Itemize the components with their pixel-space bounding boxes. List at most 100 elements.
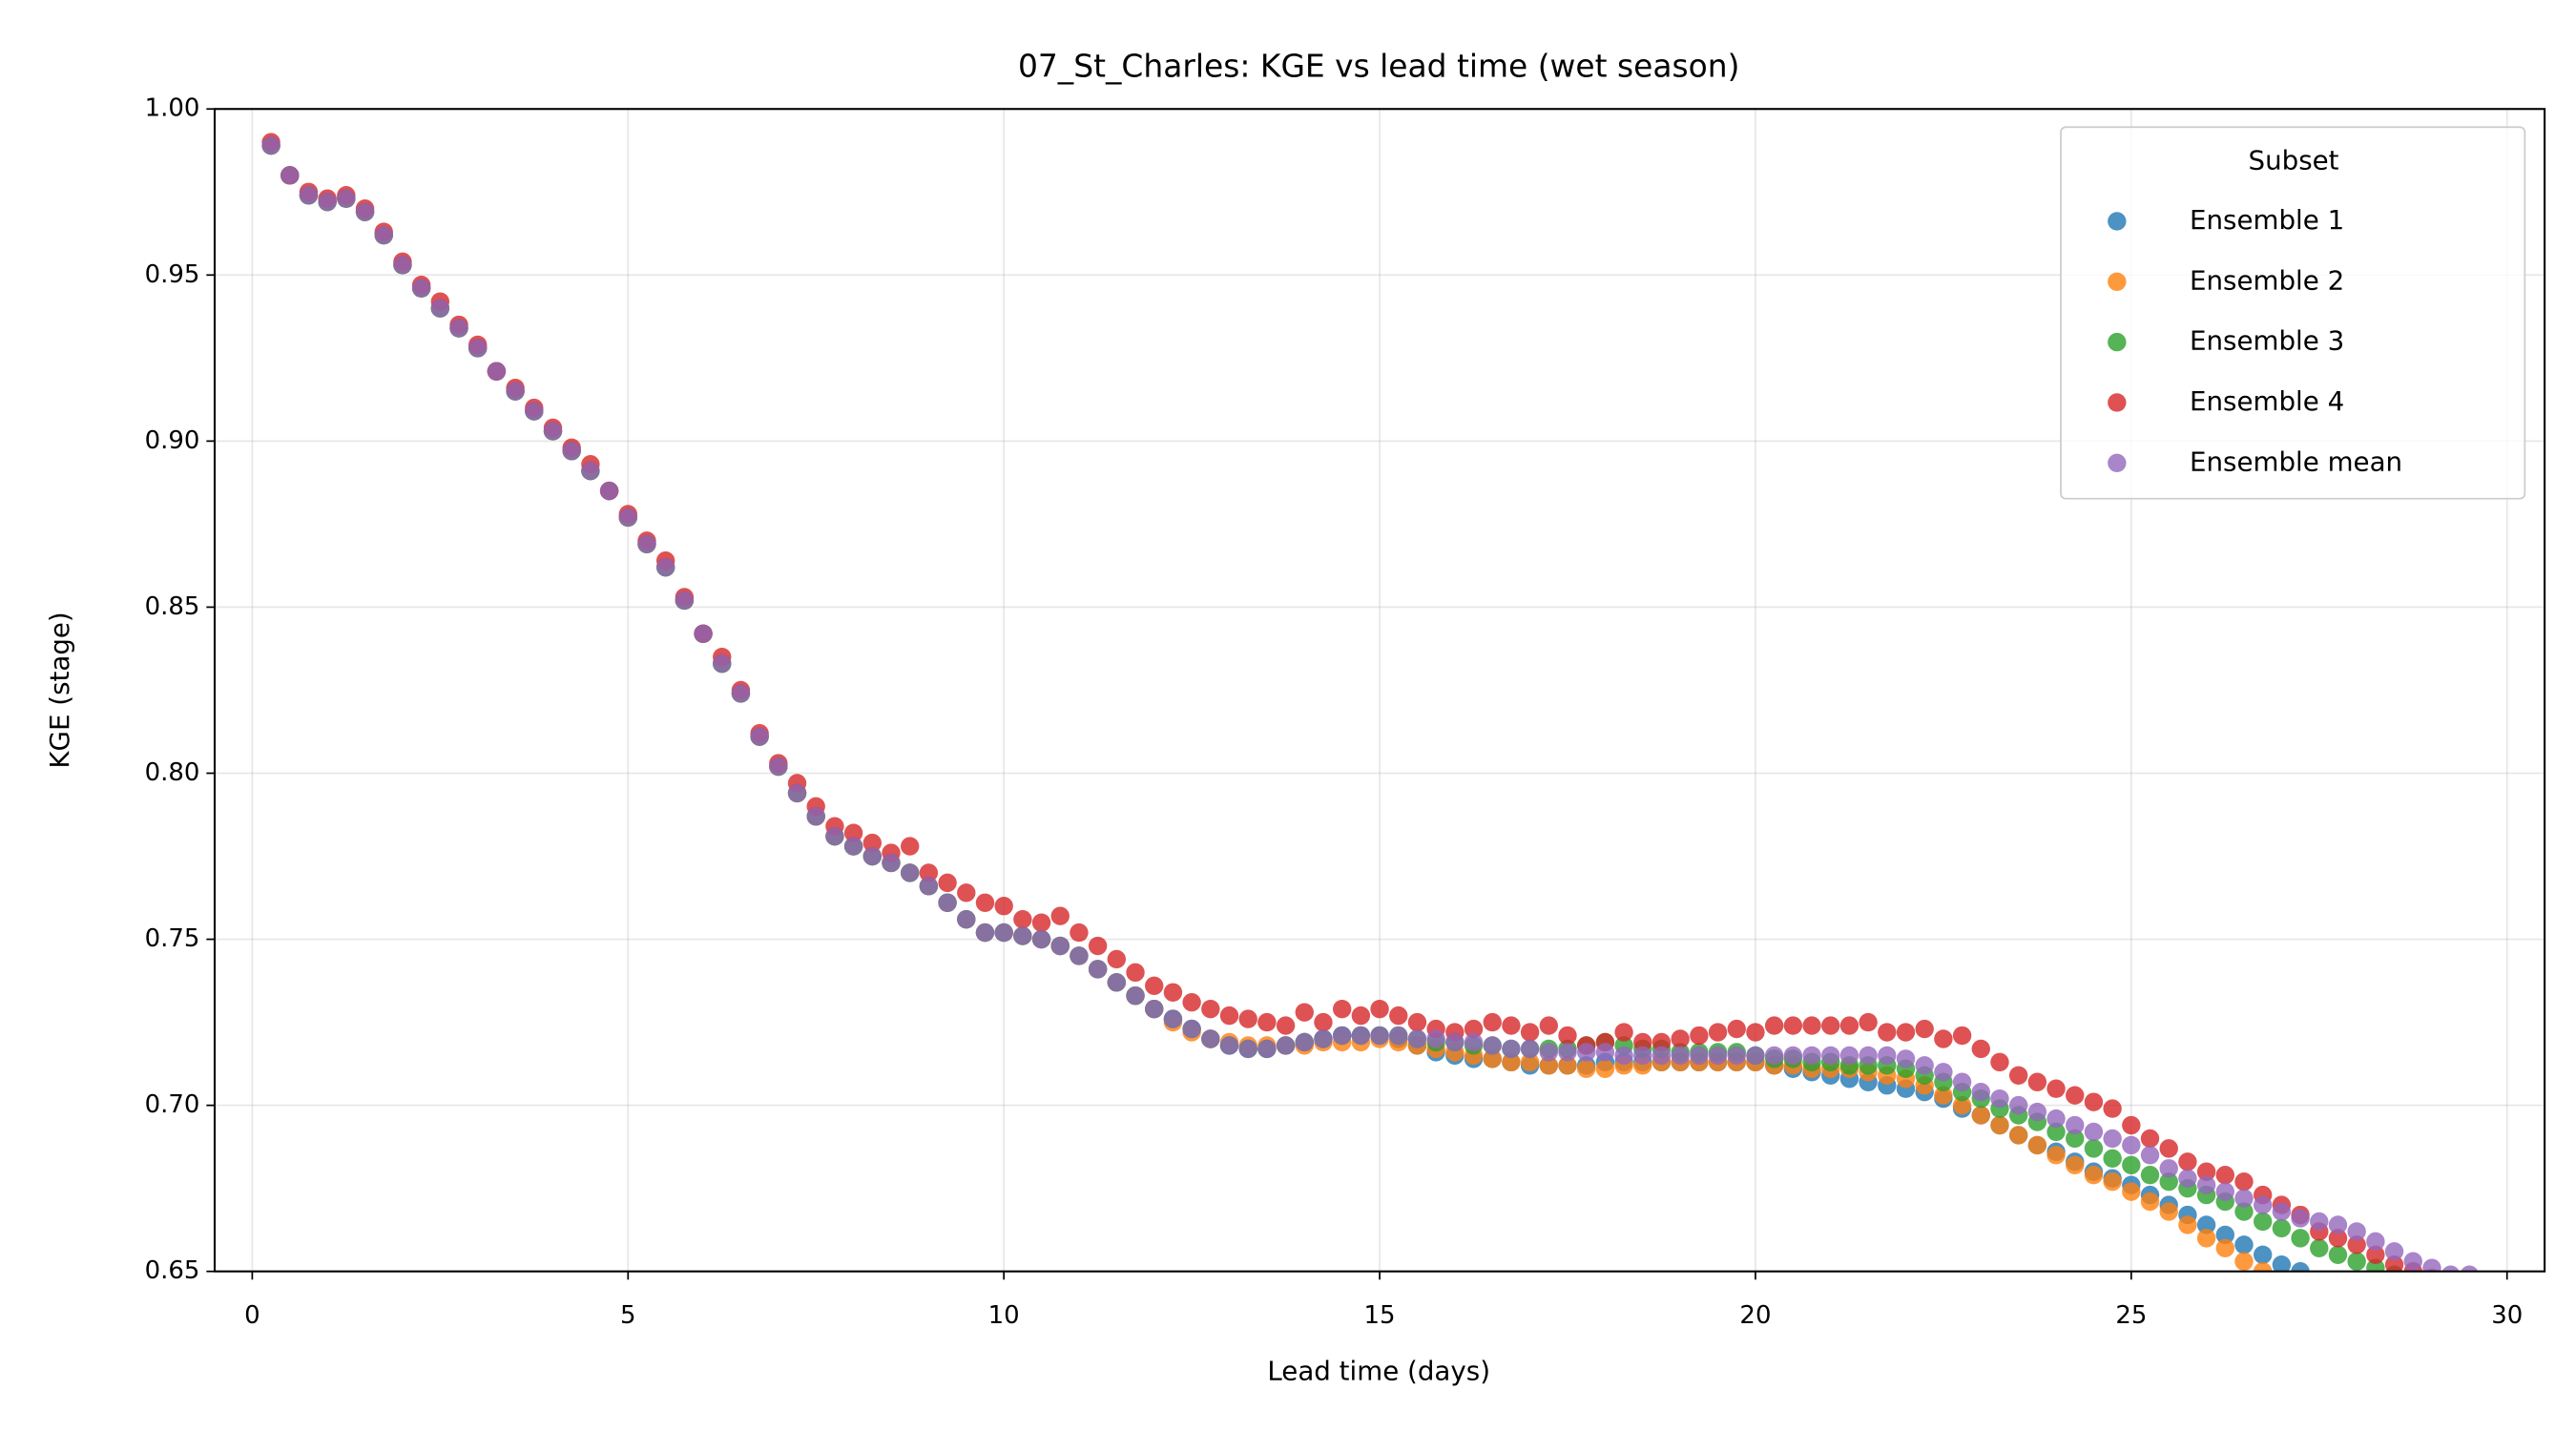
point <box>1821 1046 1840 1066</box>
point <box>1314 1012 1333 1032</box>
point <box>1145 976 1164 995</box>
point <box>1088 960 1108 979</box>
point <box>1952 1072 1972 1091</box>
point <box>1671 1046 1690 1066</box>
point <box>1915 1019 1934 1039</box>
point <box>2103 1099 2122 1118</box>
point <box>2215 1166 2234 1185</box>
point <box>1520 1039 1540 1059</box>
point <box>2254 1195 2273 1214</box>
point <box>1107 949 1127 969</box>
point <box>1351 1006 1371 1026</box>
legend-label: Ensemble 3 <box>2190 325 2344 357</box>
point <box>2122 1135 2141 1155</box>
point <box>1182 993 1201 1012</box>
point <box>1013 909 1032 929</box>
point <box>2103 1149 2122 1169</box>
point <box>2328 1215 2348 1234</box>
point <box>2196 1215 2216 1234</box>
point <box>1558 1043 1577 1062</box>
point <box>1971 1039 1990 1059</box>
point <box>1859 1046 1878 1066</box>
point <box>1990 1089 2009 1109</box>
x-tick-label: 15 <box>1364 1301 1396 1330</box>
point <box>2027 1102 2047 1122</box>
point <box>2272 1255 2292 1272</box>
point <box>1558 1026 1577 1046</box>
point <box>280 166 300 185</box>
point <box>2140 1192 2160 1212</box>
point <box>882 853 901 873</box>
point <box>1389 1026 1408 1046</box>
point <box>2140 1166 2160 1185</box>
point <box>2366 1232 2385 1252</box>
point <box>2403 1252 2422 1271</box>
point <box>1314 1029 1333 1048</box>
y-tick-label: 0.75 <box>145 924 200 953</box>
legend-label: Ensemble 1 <box>2190 204 2344 236</box>
point <box>562 442 581 461</box>
point <box>2254 1245 2273 1264</box>
y-tick-label: 0.65 <box>145 1256 200 1285</box>
point <box>525 402 544 421</box>
point <box>2384 1255 2404 1272</box>
point <box>2254 1261 2273 1272</box>
point <box>1896 1049 1916 1068</box>
point <box>1050 906 1070 925</box>
point <box>2254 1212 2273 1232</box>
point <box>2215 1182 2234 1201</box>
legend-label: Ensemble 4 <box>2190 385 2344 417</box>
point <box>938 893 957 912</box>
point <box>1464 1032 1484 1052</box>
point <box>1896 1023 1916 1042</box>
point <box>487 362 507 381</box>
point <box>2291 1261 2310 1272</box>
point <box>713 653 732 674</box>
x-tick-label: 25 <box>2115 1301 2147 1330</box>
point <box>2310 1238 2329 1258</box>
point <box>1577 1043 1596 1062</box>
point <box>599 481 619 501</box>
x-tick-label: 30 <box>2491 1301 2523 1330</box>
y-tick-label: 0.95 <box>145 260 200 289</box>
point <box>2347 1222 2366 1241</box>
point <box>1031 929 1051 949</box>
point <box>919 863 939 882</box>
point <box>1370 1026 1389 1046</box>
point <box>1934 1029 1953 1048</box>
point <box>637 534 656 553</box>
point <box>1070 923 1089 943</box>
point <box>1764 1016 1784 1035</box>
point <box>1539 1016 1558 1035</box>
point <box>2366 1245 2385 1264</box>
point <box>769 757 788 777</box>
point <box>1520 1023 1540 1042</box>
point <box>787 783 807 803</box>
point <box>2178 1215 2197 1234</box>
point <box>2384 1242 2404 1261</box>
x-tick-label: 0 <box>244 1301 260 1330</box>
x-tick-label: 20 <box>1739 1301 1771 1330</box>
point <box>337 189 356 208</box>
point <box>2328 1229 2348 1248</box>
point <box>1539 1056 1558 1075</box>
point <box>2310 1212 2329 1232</box>
point <box>1201 1029 1220 1048</box>
point <box>2159 1139 2178 1158</box>
point <box>2008 1095 2028 1115</box>
point <box>1502 1039 1521 1059</box>
series <box>261 135 2479 1272</box>
point <box>2046 1079 2066 1098</box>
point <box>1483 1012 1502 1032</box>
point <box>2046 1122 2066 1142</box>
point <box>843 823 863 842</box>
point <box>994 897 1013 916</box>
point <box>1595 1043 1615 1062</box>
point <box>1990 1115 2009 1135</box>
point <box>1107 973 1127 992</box>
point <box>919 877 939 896</box>
point <box>2008 1126 2028 1145</box>
point <box>806 807 825 826</box>
point <box>1163 983 1183 1002</box>
